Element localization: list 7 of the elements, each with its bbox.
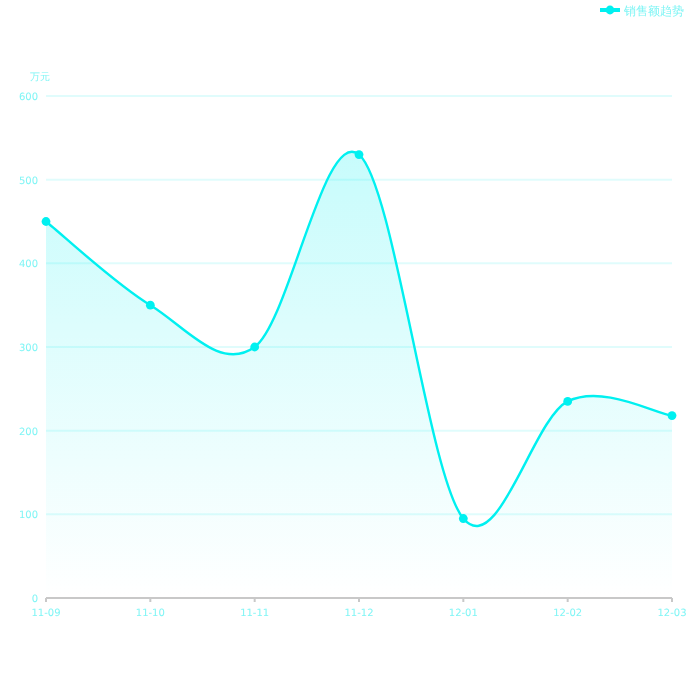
point (41, 217, 51, 226)
point (458, 514, 468, 523)
point (250, 342, 260, 352)
point (354, 150, 364, 159)
point (145, 300, 155, 310)
point (667, 411, 677, 421)
point (563, 396, 573, 406)
